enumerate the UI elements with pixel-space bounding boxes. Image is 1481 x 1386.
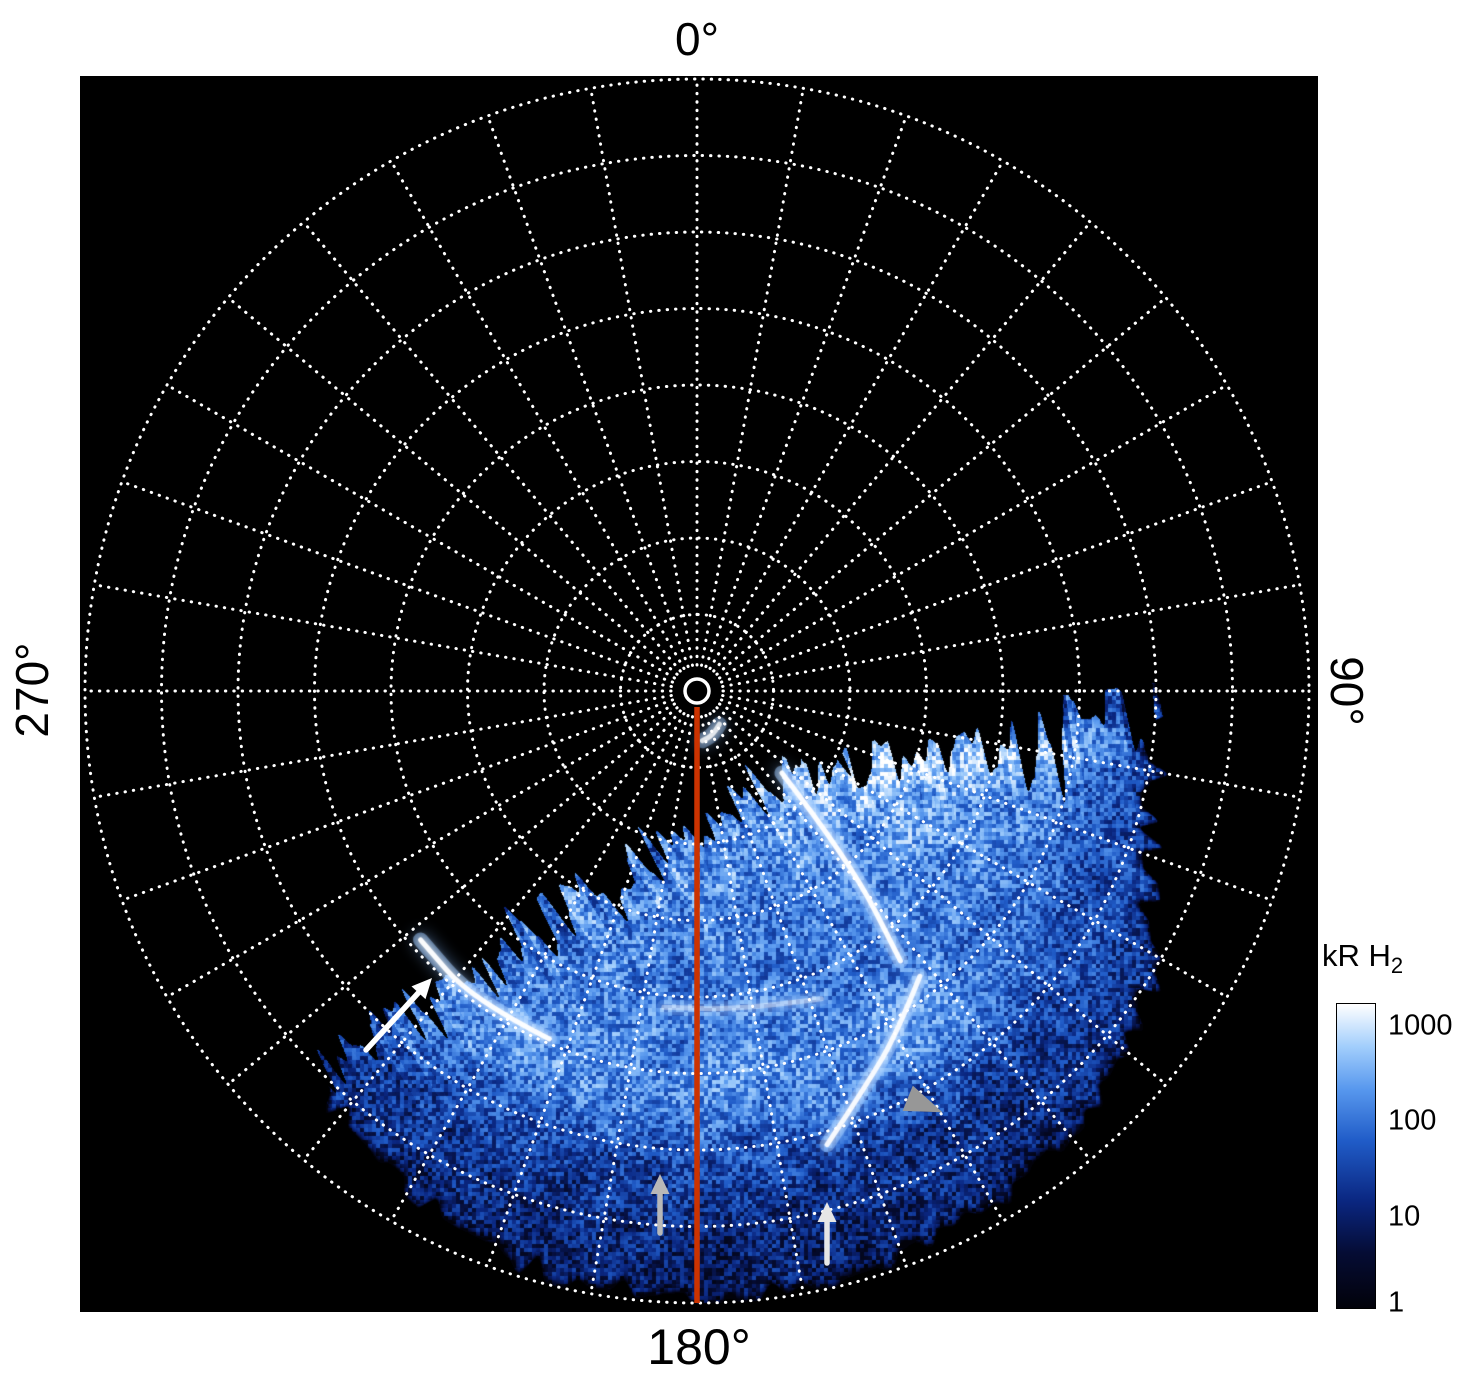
grid-spoke — [226, 706, 679, 1086]
angle-label-270: 270° — [6, 642, 58, 738]
colorbar-tick-labels: 1000 100 10 1 — [1388, 1003, 1478, 1318]
grid-spoke — [389, 159, 686, 670]
angle-label-180: 180° — [647, 1319, 751, 1375]
colorbar-tick-1: 1 — [1388, 1286, 1405, 1319]
plot-area — [80, 76, 1318, 1312]
grid-spoke — [719, 480, 1274, 684]
grid-spoke — [389, 712, 686, 1223]
grid-spoke — [92, 694, 673, 799]
colorbar-gradient — [1336, 1003, 1376, 1309]
grid-spoke — [486, 713, 690, 1268]
grid-spoke — [700, 86, 805, 667]
colorbar-tick-1000: 1000 — [1388, 1009, 1453, 1042]
grid-spoke — [486, 114, 690, 669]
angle-label-0: 0° — [675, 13, 719, 65]
grid-spoke — [165, 702, 676, 999]
gray-arrowhead-hook-arc — [902, 1085, 943, 1113]
polar-grid-overlay — [83, 77, 1311, 1305]
grid-spoke — [712, 709, 1092, 1162]
grid-ring — [83, 77, 1311, 1305]
grid-spoke — [226, 296, 679, 676]
grid-spoke — [704, 713, 908, 1268]
grid-spoke — [704, 114, 908, 669]
grid-spoke — [721, 694, 1302, 799]
grid-spoke — [715, 296, 1168, 676]
grid-spoke — [718, 702, 1229, 999]
white-arrow-duskside-arc-head — [411, 978, 432, 1000]
grid-spoke — [708, 712, 1005, 1223]
grid-spoke — [165, 383, 676, 680]
colorbar-title-text: kR H — [1322, 938, 1391, 973]
grid-spoke — [120, 480, 675, 684]
grid-spoke — [589, 715, 694, 1296]
grid-ring — [236, 230, 1158, 1152]
grid-spoke — [715, 706, 1168, 1086]
grid-spoke — [708, 159, 1005, 670]
colorbar-tick-10: 10 — [1388, 1200, 1421, 1233]
colorbar-tick-100: 100 — [1388, 1104, 1437, 1137]
grid-spoke — [721, 583, 1302, 688]
pole-circle — [683, 677, 711, 705]
grid-spoke — [719, 698, 1274, 902]
grid-spoke — [120, 698, 675, 902]
grid-spoke — [718, 383, 1229, 680]
grid-spoke — [589, 86, 694, 667]
grid-spoke — [302, 220, 682, 673]
grid-spoke — [302, 709, 682, 1162]
grid-ring — [313, 307, 1081, 1075]
colorbar-title: kR H2 — [1322, 938, 1403, 979]
grid-spoke — [712, 220, 1092, 673]
white-arrow-duskside-arc-shaft — [363, 987, 424, 1053]
colorbar-title-subscript: 2 — [1390, 953, 1404, 979]
angle-label-90: 90° — [1321, 656, 1373, 726]
gray-arrow-outer-arc-head — [650, 1174, 670, 1194]
white-arrow-outer-arc-head — [817, 1202, 837, 1222]
grid-spoke — [700, 715, 805, 1296]
grid-spoke — [92, 583, 673, 688]
